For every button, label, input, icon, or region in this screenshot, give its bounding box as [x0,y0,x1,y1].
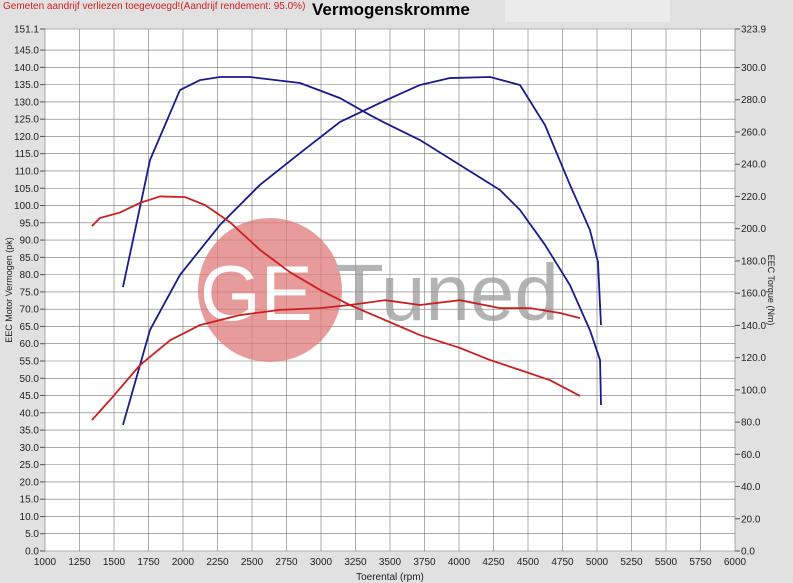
y2-tick-label: 323.9 [741,25,766,36]
red-torque-line [91,195,581,397]
y-tick-label: 135.0 [14,80,39,91]
x-tick-label: 2250 [206,557,229,568]
y-tick-label: 130.0 [14,97,39,108]
x-tick-label: 2500 [241,557,264,568]
y-tick-label: 0.0 [25,547,39,558]
y-tick-label: 151.1 [14,25,39,36]
y-tick-label: 75.0 [20,287,40,298]
y-tick-label: 20.0 [20,477,40,488]
x-tick-label: 1750 [137,557,160,568]
x-tick-label: 4500 [517,557,540,568]
watermark-brand: Tuned [335,248,559,337]
x-tick-label: 3500 [379,557,402,568]
x-tick-label: 4750 [551,557,574,568]
y2-tick-label: 140.0 [741,321,766,332]
y-tick-label: 45.0 [20,391,40,402]
y-tick-label: 55.0 [20,356,40,367]
y2-tick-label: 120.0 [741,353,766,364]
y-tick-label: 35.0 [20,426,40,437]
x-tick-label: 3000 [310,557,333,568]
x-tick-label: 5500 [655,557,678,568]
y2-tick-label: 280.0 [741,95,766,106]
y2-tick-label: 220.0 [741,192,766,203]
y2-tick-label: 60.0 [741,450,761,461]
x-tick-label: 5000 [586,557,609,568]
y-tick-label: 80.0 [20,270,40,281]
y2-axis-label: EEC Torque (Nm) [766,255,776,326]
y2-tick-label: 100.0 [741,385,766,396]
x-tick-label: 1000 [34,557,57,568]
y2-tick-label: 240.0 [741,160,766,171]
drive-loss-note: Gemeten aandrijf verliezen toegevoegd!(A… [3,1,306,12]
chart-title: Vermogenskromme [312,0,470,19]
x-tick-label: 3250 [344,557,367,568]
x-tick-label: 2000 [172,557,195,568]
x-tick-label: 5250 [620,557,643,568]
y-tick-label: 110.0 [15,166,40,177]
watermark-logo: GE [200,249,313,337]
y2-tick-label: 20.0 [741,514,761,525]
y-tick-label: 120.0 [14,132,39,143]
y2-tick-label: 180.0 [741,256,766,267]
y-tick-label: 100.0 [14,201,39,212]
watermark-circle [198,218,342,362]
y-tick-label: 125.0 [14,115,39,126]
y2-tick-label: 0.0 [741,547,755,558]
y-tick-label: 115.0 [15,149,40,160]
blue-power-line [122,76,602,426]
y-tick-label: 85.0 [20,253,40,264]
x-axis-label: Toerental (rpm) [356,572,424,583]
y2-tick-label: 80.0 [741,418,761,429]
x-tick-label: 5750 [689,557,712,568]
y-tick-label: 105.0 [14,184,39,195]
y-tick-label: 15.0 [20,495,40,506]
y-tick-label: 70.0 [20,305,40,316]
y2-tick-label: 40.0 [741,482,761,493]
y2-tick-label: 160.0 [741,289,766,300]
y-tick-label: 140.0 [14,63,39,74]
y2-tick-label: 300.0 [741,63,766,74]
y-tick-label: 10.0 [20,512,40,523]
y-tick-label: 60.0 [20,339,40,350]
y-tick-label: 40.0 [20,408,40,419]
y2-tick-label: 200.0 [741,224,766,235]
x-tick-label: 3750 [413,557,436,568]
x-tick-label: 6000 [724,557,747,568]
y2-tick-label: 260.0 [741,127,766,138]
x-tick-label: 1250 [68,557,91,568]
y-tick-label: 30.0 [20,443,40,454]
x-tick-label: 4000 [448,557,471,568]
legend-box [505,0,670,22]
y-tick-label: 65.0 [20,322,40,333]
y-tick-label: 25.0 [20,460,40,471]
x-tick-label: 2750 [275,557,298,568]
ge-tuned-watermark: GE Tuned [198,218,559,362]
x-tick-label: 1500 [103,557,126,568]
red-power-line [91,299,581,421]
blue-torque-line [122,76,602,406]
y-tick-label: 90.0 [20,236,40,247]
x-tick-label: 4250 [482,557,505,568]
y-axis-label: EEC Motor Vermogen (pk) [4,237,14,343]
y-tick-label: 95.0 [20,218,40,229]
y-tick-label: 50.0 [20,374,40,385]
y-tick-label: 5.0 [25,529,39,540]
y-tick-label: 145.0 [14,46,39,57]
